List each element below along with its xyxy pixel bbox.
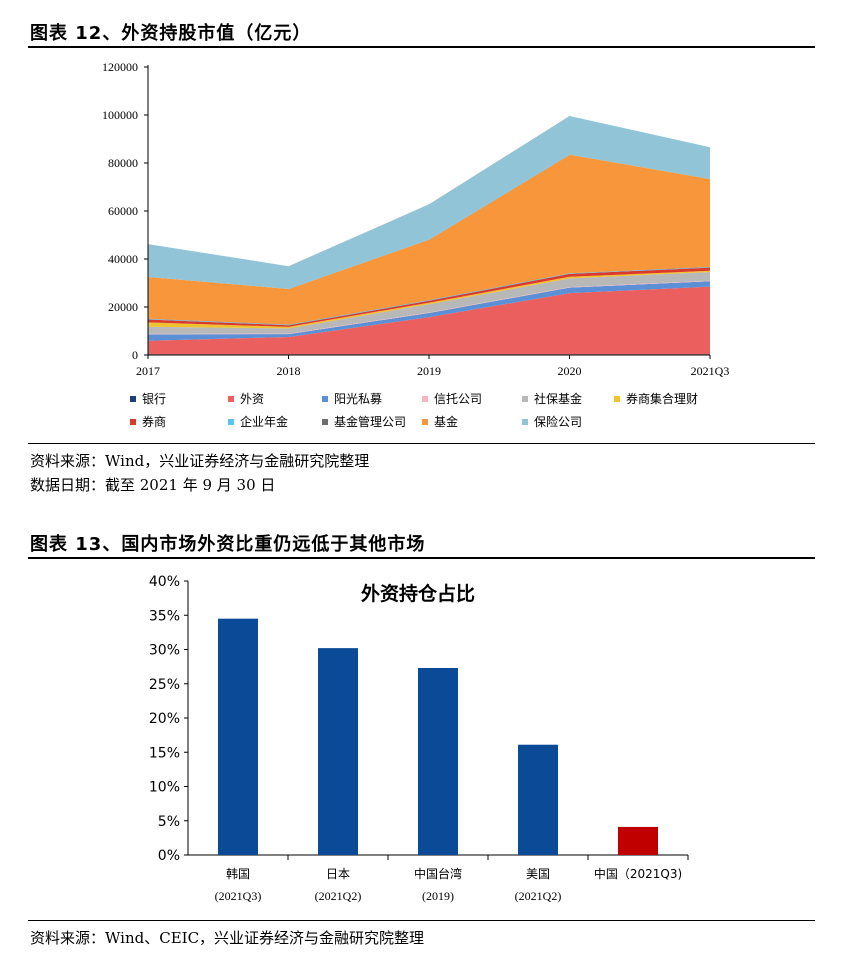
figure-13-bottom-rule — [28, 920, 815, 921]
area-series-10 — [148, 116, 710, 289]
bar-0 — [218, 618, 258, 855]
x-tick-label: 2020 — [558, 364, 582, 378]
legend-label: 保险公司 — [534, 414, 582, 429]
y-tick-label: 40000 — [108, 252, 138, 266]
legend-label: 社保基金 — [534, 391, 582, 406]
bar-1 — [318, 648, 358, 855]
figure-12-top-rule — [28, 46, 815, 48]
y-tick-label: 35% — [149, 608, 180, 624]
x-tick-label: 中国台湾 — [414, 866, 462, 881]
legend-swatch — [228, 396, 234, 402]
legend-swatch — [522, 396, 528, 402]
x-tick-label: 中国（2021Q3) — [594, 866, 682, 881]
chart-title: 外资持仓占比 — [361, 582, 475, 605]
figure-12-title: 图表 12、外资持股市值（亿元） — [30, 23, 312, 44]
legend-label: 企业年金 — [240, 414, 288, 429]
x-tick-sublabel: (2021Q2) — [515, 889, 562, 903]
x-tick-label: 2019 — [417, 364, 441, 378]
figure-13-source: 资料来源：Wind、CEIC，兴业证券经济与金融研究院整理 — [30, 929, 425, 947]
figure-13-top-rule — [28, 557, 815, 559]
y-tick-label: 20% — [149, 711, 180, 727]
legend-label: 外资 — [240, 392, 264, 406]
x-tick-label: 日本 — [326, 867, 350, 881]
x-tick-label: 韩国 — [226, 866, 250, 881]
y-tick-label: 10% — [149, 780, 180, 796]
legend-swatch — [228, 419, 234, 425]
legend-swatch — [422, 419, 428, 425]
y-tick-label: 5% — [158, 814, 180, 830]
area-series-9 — [148, 154, 710, 325]
y-tick-label: 30% — [149, 643, 180, 659]
legend-label: 券商 — [142, 414, 166, 429]
y-tick-label: 25% — [149, 677, 180, 693]
legend-label: 券商集合理财 — [626, 391, 698, 406]
x-tick-label: 美国 — [526, 867, 550, 881]
x-tick-sublabel: (2021Q3) — [215, 889, 262, 903]
x-tick-label: 2017 — [136, 364, 160, 378]
y-tick-label: 0 — [132, 348, 138, 362]
legend-swatch — [130, 419, 136, 425]
legend-swatch — [322, 396, 328, 402]
y-tick-label: 20000 — [108, 300, 138, 314]
figure-12-date: 数据日期：截至 2021 年 9 月 30 日 — [30, 476, 276, 494]
y-tick-label: 100000 — [102, 108, 138, 122]
y-tick-label: 0% — [158, 848, 180, 864]
area-chart: 0 20000 40000 60000 80000 100000 120000 2017 201… — [102, 60, 730, 429]
y-tick-label: 120000 — [102, 60, 138, 74]
legend-swatch — [522, 419, 528, 425]
figure-13-title: 图表 13、国内市场外资比重仍远低于其他市场 — [30, 534, 426, 555]
legend-swatch — [614, 396, 620, 402]
y-tick-label: 80000 — [108, 156, 138, 170]
legend-swatch — [422, 396, 428, 402]
legend-swatch — [322, 419, 328, 425]
legend-label: 信托公司 — [434, 392, 482, 406]
y-tick-label: 60000 — [108, 204, 138, 218]
legend-label: 银行 — [142, 392, 166, 406]
area-series-2 — [148, 281, 710, 341]
legend-label: 基金 — [434, 414, 458, 429]
x-tick-sublabel: (2019) — [422, 889, 454, 903]
area-series-4 — [148, 272, 710, 334]
figure-12-bottom-rule — [28, 443, 815, 444]
x-tick-sublabel: (2021Q2) — [315, 889, 362, 903]
bar-4 — [618, 826, 658, 855]
x-tick-label: 2018 — [277, 364, 301, 378]
y-tick-label: 15% — [149, 745, 180, 761]
legend-label: 基金管理公司 — [334, 414, 406, 429]
x-tick-label: 2021Q3 — [691, 364, 730, 378]
bar-3 — [518, 744, 558, 855]
legend-label: 阳光私募 — [334, 392, 382, 406]
figure-12-source: 资料来源：Wind，兴业证券经济与金融研究院整理 — [30, 452, 370, 470]
bar-chart: 外资持仓占比 0% 5% 10% 15% 20% 25% 30% 35% 40% 韩国 (2021Q3… — [149, 574, 689, 903]
legend-swatch — [130, 396, 136, 402]
area-series-1 — [148, 286, 710, 355]
bar-2 — [418, 667, 458, 855]
y-tick-label: 40% — [149, 574, 180, 590]
